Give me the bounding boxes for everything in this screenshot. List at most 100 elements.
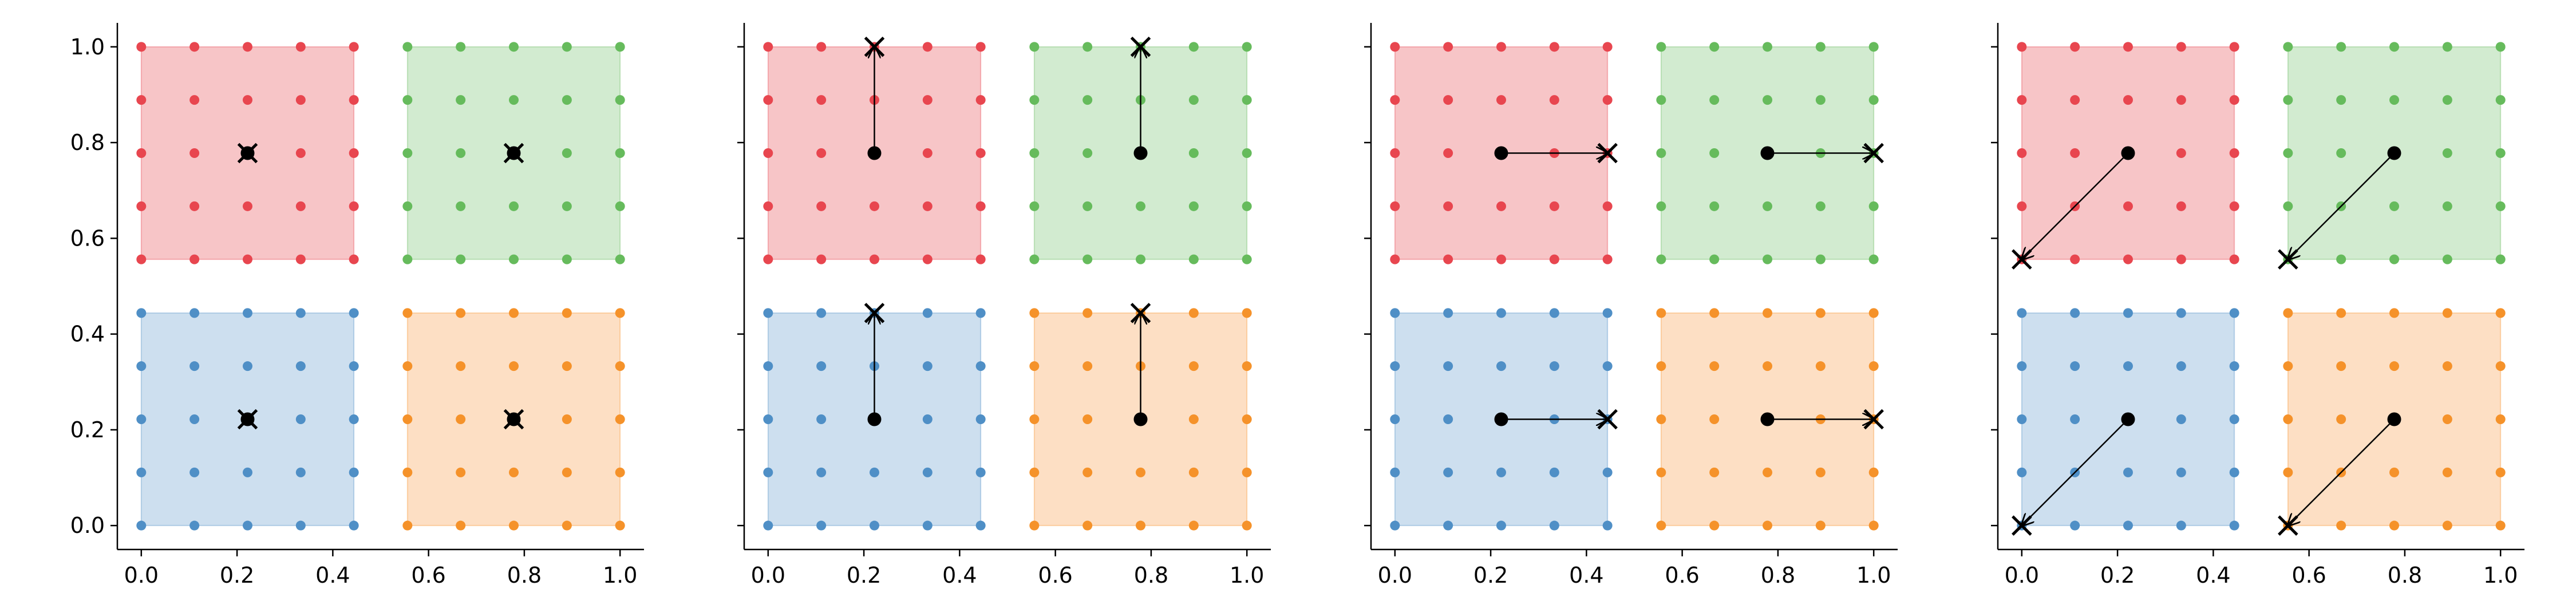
data-point <box>2229 308 2239 318</box>
data-point <box>1656 361 1666 371</box>
data-point <box>402 254 413 264</box>
data-point <box>402 95 413 105</box>
target-cross <box>1130 37 1151 57</box>
data-point <box>1496 42 1506 52</box>
data-point <box>2495 361 2506 371</box>
data-point <box>816 95 827 105</box>
data-point <box>1242 148 1252 158</box>
data-point <box>1082 201 1093 211</box>
data-point <box>1242 42 1252 52</box>
data-point <box>1242 467 1252 477</box>
data-point <box>1136 467 1146 477</box>
data-point <box>1815 42 1826 52</box>
data-point <box>136 520 147 531</box>
data-point <box>1242 201 1252 211</box>
data-point <box>922 414 933 425</box>
data-point <box>562 467 572 477</box>
data-point <box>456 254 466 264</box>
data-point <box>1656 148 1666 158</box>
data-point <box>2389 95 2400 105</box>
data-point <box>189 42 200 52</box>
data-point <box>816 361 827 371</box>
x-tick-label: 0.4 <box>315 563 350 588</box>
data-point <box>1709 148 1720 158</box>
x-tick-label: 0.2 <box>847 563 881 588</box>
data-point <box>242 361 252 371</box>
data-point <box>456 361 466 371</box>
data-point <box>1443 95 1453 105</box>
data-point <box>869 201 879 211</box>
target-cross <box>503 409 524 430</box>
data-point <box>1082 414 1093 425</box>
data-point <box>2442 201 2452 211</box>
data-point <box>349 201 359 211</box>
data-point <box>349 254 359 264</box>
data-point <box>562 308 572 318</box>
data-point <box>615 42 625 52</box>
data-point <box>402 467 413 477</box>
data-point <box>2336 148 2346 158</box>
data-point <box>1656 95 1666 105</box>
panel-3: 0.0 0.2 0.4 0.6 0.8 1.0 <box>1364 23 1898 588</box>
data-point <box>2070 520 2080 531</box>
data-point <box>1496 361 1506 371</box>
data-point <box>2176 95 2186 105</box>
data-point <box>2070 308 2080 318</box>
data-point <box>1815 467 1826 477</box>
data-point <box>2070 361 2080 371</box>
data-point <box>2336 42 2346 52</box>
data-point <box>136 254 147 264</box>
data-point <box>509 361 519 371</box>
data-point <box>509 520 519 531</box>
data-point <box>1443 201 1453 211</box>
data-point <box>2389 201 2400 211</box>
data-point <box>816 467 827 477</box>
data-point <box>2229 201 2239 211</box>
target-cross <box>1597 409 1618 430</box>
target-cross <box>1863 409 1884 430</box>
data-point <box>402 42 413 52</box>
y-tick-label: 1.0 <box>70 34 105 60</box>
data-point <box>1443 254 1453 264</box>
data-point <box>1242 95 1252 105</box>
data-point <box>509 467 519 477</box>
data-point <box>1549 520 1559 531</box>
data-point <box>402 148 413 158</box>
data-point <box>2229 42 2239 52</box>
x-tick-label: 0.8 <box>1761 563 1795 588</box>
data-point <box>456 42 466 52</box>
start-point <box>1133 146 1148 160</box>
data-point <box>816 201 827 211</box>
data-point <box>349 520 359 531</box>
data-point <box>1082 467 1093 477</box>
data-point <box>975 414 986 425</box>
start-point <box>1494 146 1508 160</box>
data-point <box>2336 361 2346 371</box>
data-point <box>1709 42 1720 52</box>
data-point <box>402 361 413 371</box>
data-point <box>816 308 827 318</box>
data-point <box>1390 201 1400 211</box>
data-point <box>1763 95 1773 105</box>
data-point <box>922 520 933 531</box>
data-point <box>349 361 359 371</box>
data-point <box>1136 201 1146 211</box>
data-point <box>1549 201 1559 211</box>
data-point <box>2495 254 2506 264</box>
data-point <box>349 148 359 158</box>
data-point <box>1763 520 1773 531</box>
data-point <box>2123 467 2133 477</box>
data-point <box>295 467 306 477</box>
data-point <box>402 414 413 425</box>
data-point <box>1656 520 1666 531</box>
panel-4: 0.0 0.2 0.4 0.6 0.8 1.0 <box>1991 23 2524 588</box>
data-point <box>2070 254 2080 264</box>
data-point <box>869 254 879 264</box>
data-point <box>1443 520 1453 531</box>
data-point <box>295 254 306 264</box>
data-point <box>763 520 773 531</box>
data-point <box>1763 254 1773 264</box>
data-point <box>922 42 933 52</box>
data-point <box>615 308 625 318</box>
start-point <box>1760 146 1775 160</box>
